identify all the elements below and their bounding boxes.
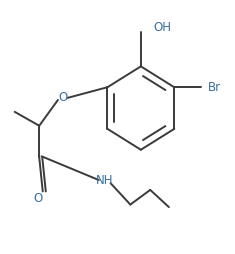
Text: NH: NH	[96, 173, 114, 186]
Text: OH: OH	[154, 21, 172, 34]
Text: Br: Br	[208, 81, 221, 94]
Text: O: O	[33, 192, 43, 205]
Text: O: O	[58, 91, 67, 104]
